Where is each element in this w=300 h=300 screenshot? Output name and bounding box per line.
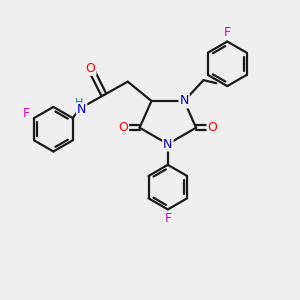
- Text: N: N: [77, 103, 86, 116]
- Text: N: N: [179, 94, 189, 107]
- Text: F: F: [23, 107, 30, 120]
- Text: N: N: [163, 138, 172, 151]
- Text: O: O: [85, 62, 95, 75]
- Text: F: F: [164, 212, 171, 225]
- Text: H: H: [74, 98, 83, 108]
- Text: O: O: [118, 121, 128, 134]
- Text: O: O: [208, 121, 218, 134]
- Text: F: F: [224, 26, 231, 39]
